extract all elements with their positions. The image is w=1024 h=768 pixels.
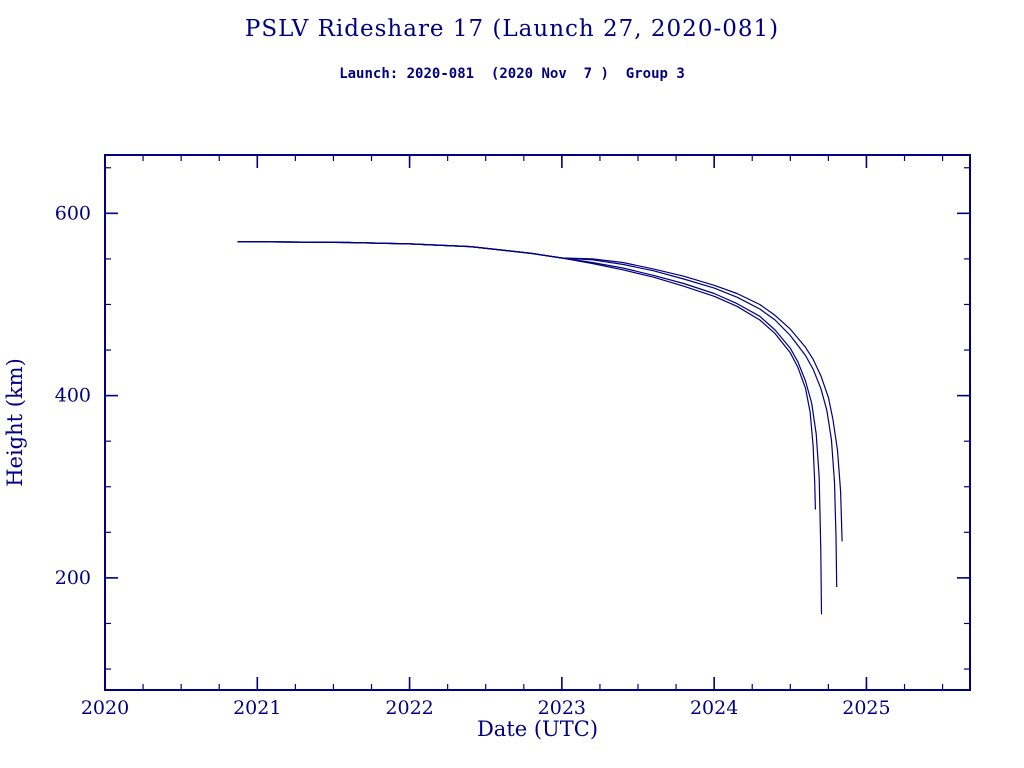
x-tick-label: 2021 <box>233 697 281 719</box>
chart-subtitle: Launch: 2020-081 (2020 Nov 7 ) Group 3 <box>339 66 685 82</box>
y-tick-label: 200 <box>55 567 91 589</box>
decay-curve-object-2 <box>237 241 823 615</box>
chart-title: PSLV Rideshare 17 (Launch 27, 2020-081) <box>244 16 780 42</box>
plot-border <box>104 154 971 691</box>
x-tick-label: 2023 <box>538 697 586 719</box>
y-tick-label: 400 <box>55 385 91 407</box>
decay-curve-object-4 <box>237 241 843 542</box>
x-axis-label: Date (UTC) <box>477 717 598 741</box>
x-tick-label: 2025 <box>842 697 890 719</box>
decay-curve-object-3 <box>237 241 838 588</box>
y-tick-label: 600 <box>55 202 91 224</box>
x-tick-label: 2022 <box>385 697 433 719</box>
x-tick-label: 2020 <box>81 697 129 719</box>
decay-curve-object-1 <box>237 241 816 510</box>
x-tick-label: 2024 <box>690 697 738 719</box>
y-axis-label: Height (km) <box>3 358 27 487</box>
